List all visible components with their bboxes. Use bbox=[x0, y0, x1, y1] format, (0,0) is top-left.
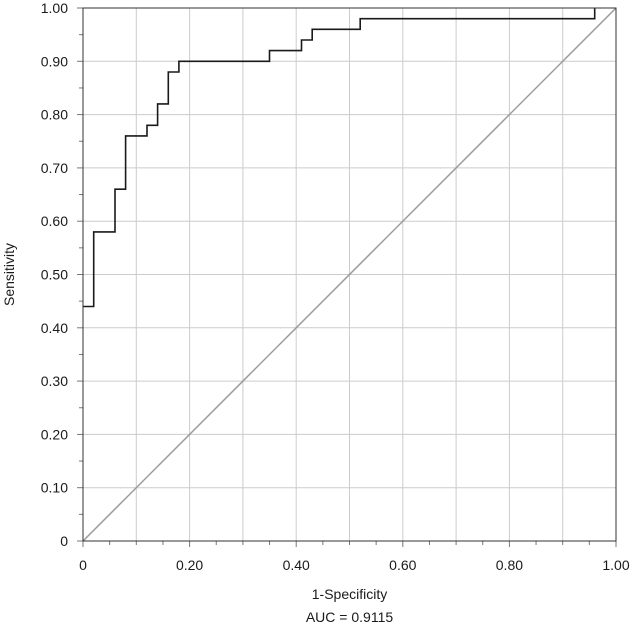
y-axis-title: Sensitivity bbox=[1, 243, 17, 306]
grid bbox=[83, 8, 616, 541]
y-tick-label: 0.90 bbox=[41, 53, 68, 69]
x-tick-label: 0.40 bbox=[283, 557, 310, 573]
x-tick-label: 0.80 bbox=[496, 557, 523, 573]
y-tick-label: 0.80 bbox=[41, 107, 68, 123]
y-tick-label: 0.40 bbox=[41, 320, 68, 336]
y-tick-label: 0.20 bbox=[41, 426, 68, 442]
plot-frame bbox=[82, 7, 617, 542]
y-tick-label: 0.70 bbox=[41, 160, 68, 176]
x-tick-labels: 0 0.20 0.40 0.60 0.80 1.00 bbox=[79, 557, 630, 573]
x-tick-label: 0.20 bbox=[176, 557, 203, 573]
y-tick-label: 0.60 bbox=[41, 213, 68, 229]
x-tick-label: 0.60 bbox=[389, 557, 416, 573]
y-tick-label: 0.30 bbox=[41, 373, 68, 389]
series-layer bbox=[82, 7, 617, 542]
roc-curve bbox=[83, 8, 596, 308]
y-tick-label: 0 bbox=[60, 533, 68, 549]
y-tick-labels: 0 0.10 0.20 0.30 0.40 0.50 0.60 0.70 0.80 0.90 1.0… bbox=[41, 0, 68, 549]
auc-caption: AUC = 0.9115 bbox=[306, 609, 394, 625]
y-tick-label: 1.00 bbox=[41, 0, 68, 16]
x-tick-label: 0 bbox=[79, 557, 87, 573]
y-tick-label: 0.10 bbox=[41, 480, 68, 496]
y-tick-label: 0.50 bbox=[41, 267, 68, 283]
x-axis-title: 1-Specificity bbox=[312, 586, 387, 602]
reference-diagonal-line bbox=[82, 7, 617, 542]
x-tick-label: 1.00 bbox=[602, 557, 629, 573]
minor-ticks bbox=[77, 7, 617, 547]
